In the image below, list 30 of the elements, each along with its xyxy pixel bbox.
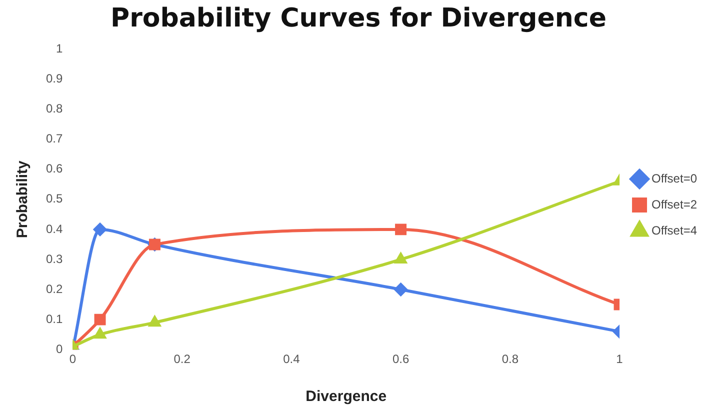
point bbox=[94, 222, 107, 236]
y-tick-label: 0.5 bbox=[46, 192, 63, 206]
legend-label: Offset=0 bbox=[652, 171, 698, 186]
y-tick-label: 0.2 bbox=[46, 282, 63, 296]
legend-label: Offset=2 bbox=[652, 197, 698, 212]
legend-label: Offset=4 bbox=[652, 223, 698, 238]
point bbox=[395, 224, 407, 236]
chart-title: Probability Curves for Divergence bbox=[110, 3, 606, 34]
y-tick-label: 0.3 bbox=[46, 252, 63, 266]
y-axis-title: Probability bbox=[14, 160, 32, 238]
x-tick-label: 0 bbox=[69, 352, 76, 366]
point bbox=[394, 252, 407, 264]
x-axis-title: Divergence bbox=[306, 388, 387, 406]
x-tick-label: 0.4 bbox=[283, 352, 300, 366]
y-tick-label: 0.7 bbox=[46, 132, 63, 146]
y-tick-label: 0.1 bbox=[46, 312, 63, 326]
x-tick-label: 0.2 bbox=[174, 352, 191, 366]
x-tick-label: 0.8 bbox=[502, 352, 519, 366]
x-tick-label: 1 bbox=[616, 352, 624, 366]
y-tick-label: 0.8 bbox=[46, 102, 63, 116]
y-tick-label: 0.4 bbox=[46, 222, 63, 236]
y-tick-label: 0.6 bbox=[46, 162, 63, 176]
x-tick-label: 0.6 bbox=[392, 352, 410, 366]
y-tick-label: 0 bbox=[56, 342, 63, 356]
y-tick-label: 0.9 bbox=[46, 72, 63, 86]
y-tick-label: 1 bbox=[56, 42, 63, 56]
point bbox=[148, 316, 161, 327]
point bbox=[394, 283, 408, 296]
point bbox=[94, 314, 106, 326]
point bbox=[94, 328, 106, 339]
